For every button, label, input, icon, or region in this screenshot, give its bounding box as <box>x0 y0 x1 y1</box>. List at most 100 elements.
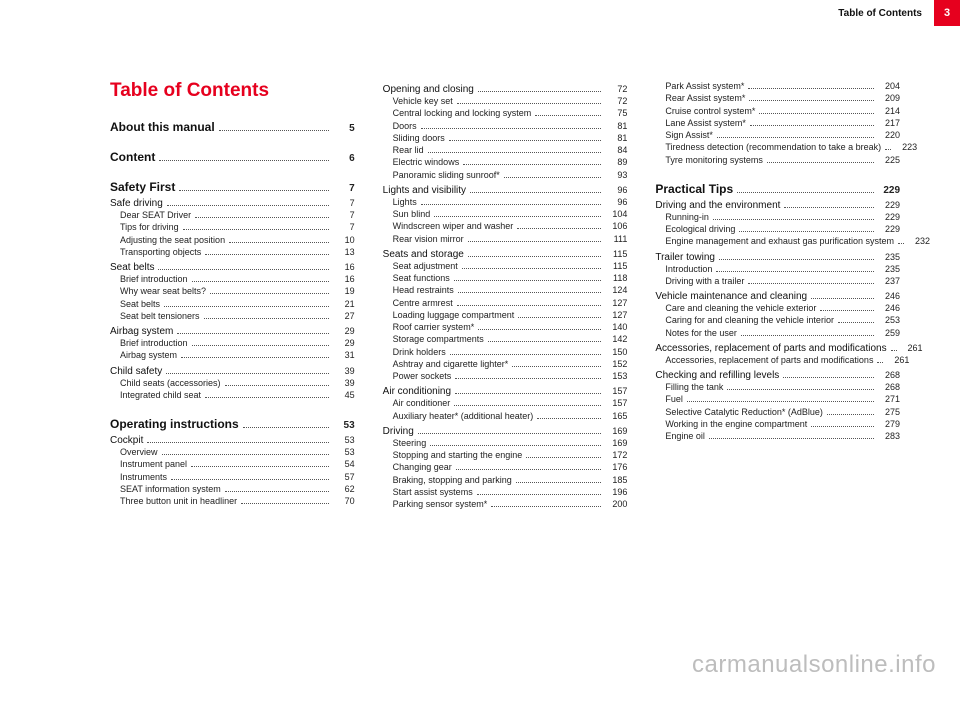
toc-entry-page: 235 <box>878 264 900 274</box>
toc-entry-page: 268 <box>878 370 900 380</box>
toc-entry-page: 39 <box>333 366 355 376</box>
toc-entry: Instrument panel54 <box>110 459 355 470</box>
toc-entry-label: Ashtray and cigarette lighter* <box>393 359 509 370</box>
toc-list: About this manual5Content6Safety First7S… <box>110 120 355 507</box>
watermark: carmanualsonline.info <box>692 651 936 679</box>
toc-entry-page: 104 <box>605 209 627 219</box>
toc-entry: Driving with a trailer237 <box>655 276 900 287</box>
toc-entry: Brief introduction29 <box>110 338 355 349</box>
toc-leader-dots <box>191 461 329 467</box>
toc-leader-dots <box>159 153 328 161</box>
toc-entry-label: Vehicle key set <box>393 96 453 107</box>
toc-entry: Integrated child seat45 <box>110 390 355 401</box>
toc-entry-page: 29 <box>333 326 355 336</box>
toc-entry-page: 223 <box>895 142 917 152</box>
toc-leader-dots <box>516 476 602 482</box>
toc-entry-label: Accessories, replacement of parts and mo… <box>655 343 886 354</box>
toc-entry-page: 53 <box>333 420 355 431</box>
toc-col-1: Table of Contents About this manual5Cont… <box>110 80 355 510</box>
toc-entry: Centre armrest127 <box>383 298 628 309</box>
toc-entry-label: Air conditioner <box>393 398 451 409</box>
toc-entry-page: 16 <box>333 274 355 284</box>
toc-leader-dots <box>478 85 601 92</box>
toc-entry-page: 31 <box>333 350 355 360</box>
toc-entry-label: Safe driving <box>110 198 163 209</box>
header-page-number: 3 <box>934 0 960 26</box>
toc-entry-page: 10 <box>333 235 355 245</box>
toc-entry-label: Driving and the environment <box>655 200 780 211</box>
toc-leader-dots <box>512 360 601 366</box>
toc-entry-page: 235 <box>878 252 900 262</box>
toc-entry-label: Rear lid <box>393 145 424 156</box>
toc-entry-label: Loading luggage compartment <box>393 310 515 321</box>
toc-entry: Running-in229 <box>655 212 900 223</box>
toc-leader-dots <box>504 171 602 177</box>
toc-entry-label: Driving <box>383 426 414 437</box>
toc-entry-page: 220 <box>878 130 900 140</box>
toc-entry-label: Braking, stopping and parking <box>393 475 512 486</box>
toc-leader-dots <box>838 317 874 323</box>
toc-entry-label: SEAT information system <box>120 484 221 495</box>
toc-entry-page: 96 <box>605 197 627 207</box>
toc-entry: Stopping and starting the engine172 <box>383 450 628 461</box>
toc-leader-dots <box>535 110 601 116</box>
toc-entry-page: 196 <box>605 487 627 497</box>
toc-entry-label: Opening and closing <box>383 84 474 95</box>
toc-leader-dots <box>741 329 874 335</box>
toc-entry: Practical Tips229 <box>655 182 900 196</box>
toc-entry-page: 13 <box>333 247 355 257</box>
toc-entry-label: Auxiliary heater* (additional heater) <box>393 411 534 422</box>
toc-leader-dots <box>537 412 601 418</box>
toc-leader-dots <box>687 396 874 402</box>
toc-entry-page: 84 <box>605 145 627 155</box>
toc-leader-dots <box>454 400 601 406</box>
toc-entry: Driving and the environment229 <box>655 200 900 211</box>
toc-leader-dots <box>147 436 328 443</box>
toc-leader-dots <box>898 238 904 244</box>
toc-entry-page: 115 <box>605 261 627 271</box>
toc-leader-dots <box>450 348 602 354</box>
toc-entry-label: Storage compartments <box>393 334 484 345</box>
toc-entry: Dear SEAT Driver7 <box>110 210 355 221</box>
toc-entry-label: Checking and refilling levels <box>655 370 779 381</box>
toc-entry-label: Seat belts <box>110 262 154 273</box>
toc-entry: Notes for the user259 <box>655 328 900 339</box>
toc-leader-dots <box>421 122 602 128</box>
toc-entry: Drink holders150 <box>383 347 628 358</box>
toc-entry-page: 275 <box>878 407 900 417</box>
toc-entry-page: 19 <box>333 286 355 296</box>
toc-entry-page: 268 <box>878 382 900 392</box>
toc-leader-dots <box>784 201 874 208</box>
toc-leader-dots <box>463 159 601 165</box>
toc-entry-page: 127 <box>605 310 627 320</box>
toc-entry-label: Child safety <box>110 366 162 377</box>
toc-entry-label: Head restraints <box>393 285 454 296</box>
toc-entry-label: Air conditioning <box>383 386 451 397</box>
toc-entry-page: 142 <box>605 334 627 344</box>
toc-leader-dots <box>177 327 328 334</box>
toc-entry: Checking and refilling levels 268 <box>655 370 900 381</box>
toc-leader-dots <box>219 123 329 131</box>
toc-entry-label: Tyre monitoring systems <box>665 155 763 166</box>
toc-leader-dots <box>811 292 874 299</box>
toc-entry: Head restraints124 <box>383 285 628 296</box>
toc-entry-page: 27 <box>333 311 355 321</box>
toc-entry: Three button unit in headliner70 <box>110 496 355 507</box>
toc-entry: Seat functions118 <box>383 273 628 284</box>
toc-entry: Windscreen wiper and washer106 <box>383 221 628 232</box>
toc-entry-label: Airbag system <box>120 350 177 361</box>
toc-leader-dots <box>241 498 329 504</box>
toc-entry-label: Brief introduction <box>120 274 188 285</box>
toc-entry-label: Seats and storage <box>383 249 464 260</box>
toc-leader-dots <box>457 98 602 104</box>
toc-entry: Cockpit53 <box>110 435 355 446</box>
toc-leader-dots <box>750 119 874 125</box>
toc-leader-dots <box>243 420 329 428</box>
toc-leader-dots <box>455 373 601 379</box>
toc-entry: Seat belts21 <box>110 299 355 310</box>
toc-entry: Rear Assist system*209 <box>655 93 900 104</box>
toc-entry-page: 261 <box>901 343 923 353</box>
toc-entry-page: 200 <box>605 499 627 509</box>
toc-leader-dots <box>717 132 874 138</box>
toc-leader-dots <box>179 183 328 191</box>
